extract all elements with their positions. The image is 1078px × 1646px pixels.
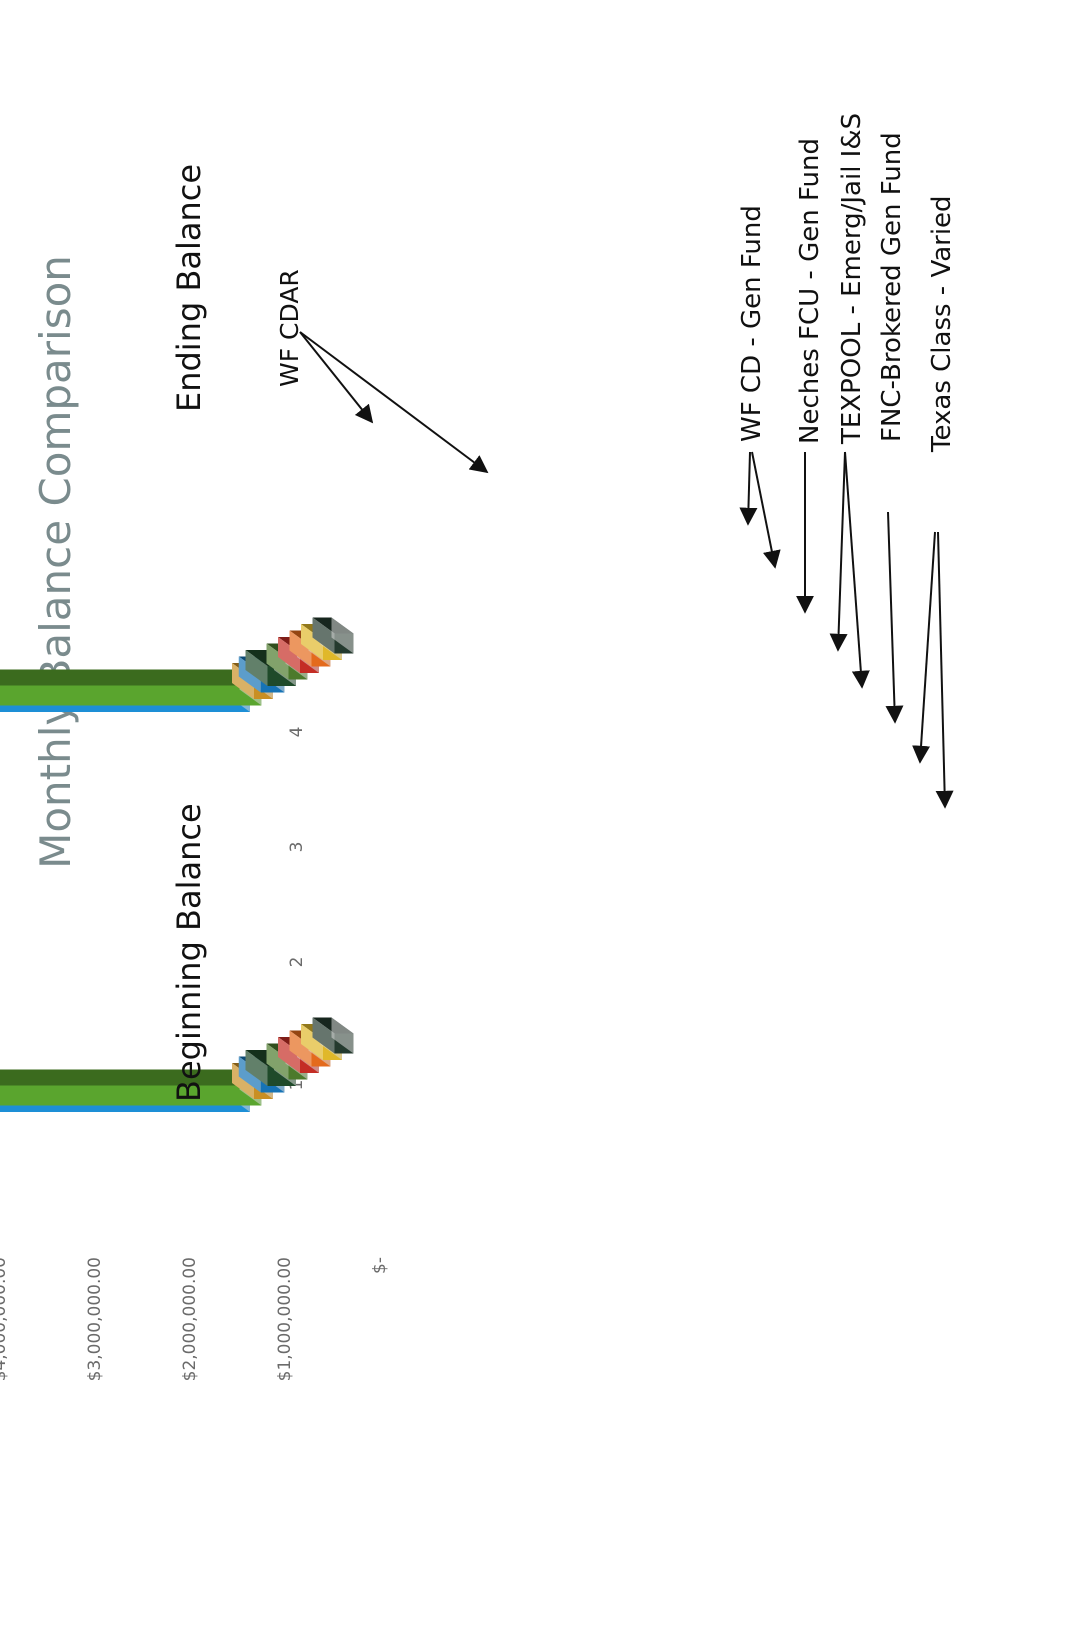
- group-label-beginning: Beginning Balance: [170, 803, 208, 1102]
- bar-series-10-ending: [312, 617, 354, 654]
- depth-tick-label: 1: [287, 1080, 307, 1091]
- y-tick-label: $1,000,000.00: [275, 1257, 295, 1381]
- group-label-ending: Ending Balance: [170, 164, 208, 412]
- depth-tick-label: 4: [287, 727, 307, 738]
- depth-tick-label: 3: [287, 842, 307, 853]
- annotation-arrow: [739, 451, 758, 526]
- annotation-label-4: FNC-Brokered Gen Fund: [877, 132, 907, 442]
- chart-title: Monthly Balance Comparison: [31, 255, 80, 869]
- annotation-arrow: [751, 451, 781, 569]
- annotation-label-2: Neches FCU - Gen Fund: [795, 138, 825, 444]
- annotation-label-1: WF CD - Gen Fund: [737, 205, 767, 442]
- annotation-label-5: Texas Class - Varied: [927, 195, 957, 453]
- y-tick-label: $-: [370, 1257, 390, 1274]
- annotation-wf-cdar: WF CDAR: [275, 269, 304, 387]
- annotation-arrow: [299, 331, 489, 474]
- y-tick-label: $2,000,000.00: [180, 1257, 200, 1381]
- bar-series-2-ending: [0, 669, 262, 706]
- annotation-arrow: [299, 331, 374, 424]
- y-tick-label: $4,000,000.00: [0, 1257, 10, 1381]
- annotation-label-3: TEXPOOL - Emerg/Jail I&S: [837, 113, 867, 445]
- depth-tick-label: 2: [287, 957, 307, 968]
- annotation-arrow: [912, 531, 936, 764]
- annotation-arrow: [844, 451, 870, 689]
- bar-series-10-beginning: [312, 1017, 354, 1054]
- y-tick-label: $3,000,000.00: [85, 1257, 105, 1381]
- annotation-arrow: [935, 531, 954, 809]
- bar-series-2-beginning: [0, 1069, 262, 1106]
- annotation-arrow: [829, 451, 848, 652]
- annotation-arrow: [885, 511, 904, 724]
